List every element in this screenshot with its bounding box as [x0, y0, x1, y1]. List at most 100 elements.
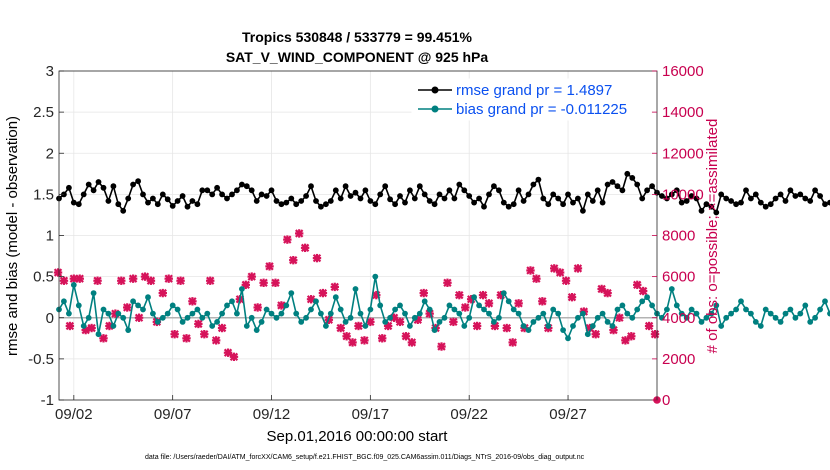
chart-subtitle: SAT_V_WIND_COMPONENT @ 925 hPa [226, 49, 489, 65]
bias-point-107 [584, 331, 591, 338]
bias-point-106 [580, 310, 586, 317]
obs-point-26 [206, 276, 215, 285]
bias-point-63 [367, 306, 374, 313]
rmse-point-115 [624, 170, 631, 177]
x-tick-label-2: 09/12 [253, 406, 291, 423]
rmse-point-38 [243, 183, 250, 190]
legend-box [411, 78, 652, 121]
bias-point-104 [570, 323, 576, 329]
bias-point-52 [313, 298, 319, 305]
rmse-point-99 [545, 201, 552, 208]
bias-point-84 [471, 294, 477, 301]
rmse-point-135 [723, 195, 730, 202]
obs-point-50 [348, 338, 357, 347]
rmse-point-141 [752, 191, 759, 198]
obs-point-27 [211, 336, 221, 345]
rmse-point-25 [179, 193, 186, 199]
obs-point-48 [336, 323, 345, 333]
obs-point-12 [123, 303, 132, 312]
rmse-point-44 [273, 198, 280, 204]
bias-point-133 [713, 302, 720, 309]
obs-point-20 [170, 330, 179, 339]
rmse-point-79 [446, 187, 453, 194]
rmse-point-14 [125, 195, 132, 202]
rmse-point-6 [85, 181, 92, 188]
rmse-point-7 [90, 187, 97, 194]
x-tick-label-5: 09/27 [549, 406, 587, 423]
bias-point-79 [446, 302, 453, 309]
bias-point-153 [812, 314, 818, 321]
rmse-point-102 [560, 201, 566, 208]
obs-point-35 [259, 278, 268, 287]
obs-point-99 [638, 286, 648, 296]
bias-point-27 [189, 310, 196, 317]
obs-point-7 [93, 276, 102, 285]
bias-point-30 [204, 310, 211, 317]
rmse-point-153 [812, 187, 818, 194]
obs-point-78 [514, 299, 523, 308]
rmse-point-54 [323, 201, 329, 208]
bias-point-55 [327, 310, 334, 317]
bias-point-146 [777, 319, 784, 325]
rmse-point-100 [550, 191, 557, 198]
bias-point-156 [827, 310, 830, 317]
bias-point-123 [664, 306, 670, 313]
rmse-point-75 [426, 198, 433, 204]
rmse-point-104 [570, 199, 576, 206]
rmse-point-98 [540, 195, 547, 202]
rmse-point-125 [673, 187, 680, 194]
rmse-point-132 [708, 203, 715, 210]
bias-point-142 [757, 323, 764, 329]
rmse-point-69 [397, 193, 403, 199]
obs-point-59 [401, 332, 411, 341]
bias-point-10 [105, 310, 112, 317]
bias-point-77 [436, 319, 443, 325]
obs-point-76 [502, 323, 511, 333]
rmse-point-119 [644, 187, 650, 194]
bias-point-44 [273, 314, 280, 321]
y-right-tick-label-4: 8000 [662, 228, 695, 245]
rmse-point-145 [772, 195, 779, 202]
x-tick-label-4: 09/22 [450, 406, 488, 423]
bias-point-124 [668, 286, 675, 292]
y-left-tick-label-1: -0.5 [28, 351, 54, 368]
bias-point-139 [743, 306, 749, 313]
bias-point-21 [159, 314, 166, 321]
rmse-point-112 [609, 179, 616, 185]
bias-point-87 [486, 310, 492, 317]
rmse-point-47 [288, 195, 295, 202]
bias-point-18 [145, 294, 151, 301]
bias-point-57 [337, 306, 344, 313]
rmse-point-49 [298, 198, 305, 204]
y-left-tick-label-5: 1.5 [33, 186, 54, 203]
bias-point-5 [80, 323, 87, 329]
y-right-tick-label-3: 6000 [662, 269, 695, 286]
rmse-point-156 [827, 199, 830, 206]
bias-point-108 [589, 323, 596, 329]
rmse-point-15 [130, 181, 137, 188]
bias-point-56 [332, 294, 339, 301]
bias-point-2 [66, 310, 72, 317]
rmse-point-53 [318, 203, 324, 210]
obs-point-82 [538, 297, 547, 306]
bias-point-74 [421, 298, 428, 305]
rmse-point-123 [664, 195, 670, 202]
x-tick-label-0: 09/02 [55, 406, 93, 423]
rmse-point-91 [505, 203, 512, 210]
rmse-point-12 [115, 201, 122, 208]
obs-point-40 [289, 255, 298, 265]
rmse-point-8 [95, 179, 102, 185]
bias-point-111 [604, 319, 611, 325]
rmse-point-126 [678, 199, 685, 206]
obs-point-25 [200, 330, 209, 339]
bias-point-109 [594, 314, 601, 321]
bias-point-129 [693, 310, 700, 317]
rmse-point-57 [337, 195, 344, 202]
bias-point-130 [698, 319, 705, 325]
bias-point-26 [184, 314, 191, 321]
rmse-point-131 [703, 201, 710, 208]
bias-point-72 [411, 314, 418, 321]
y-left-axis-ticks: -1 -0.5 0 0.5 1 1.5 2 2.5 3 [28, 63, 64, 409]
bias-point-91 [505, 298, 512, 305]
y-left-axis-label: rmse and bias (model - observation) [4, 116, 21, 356]
